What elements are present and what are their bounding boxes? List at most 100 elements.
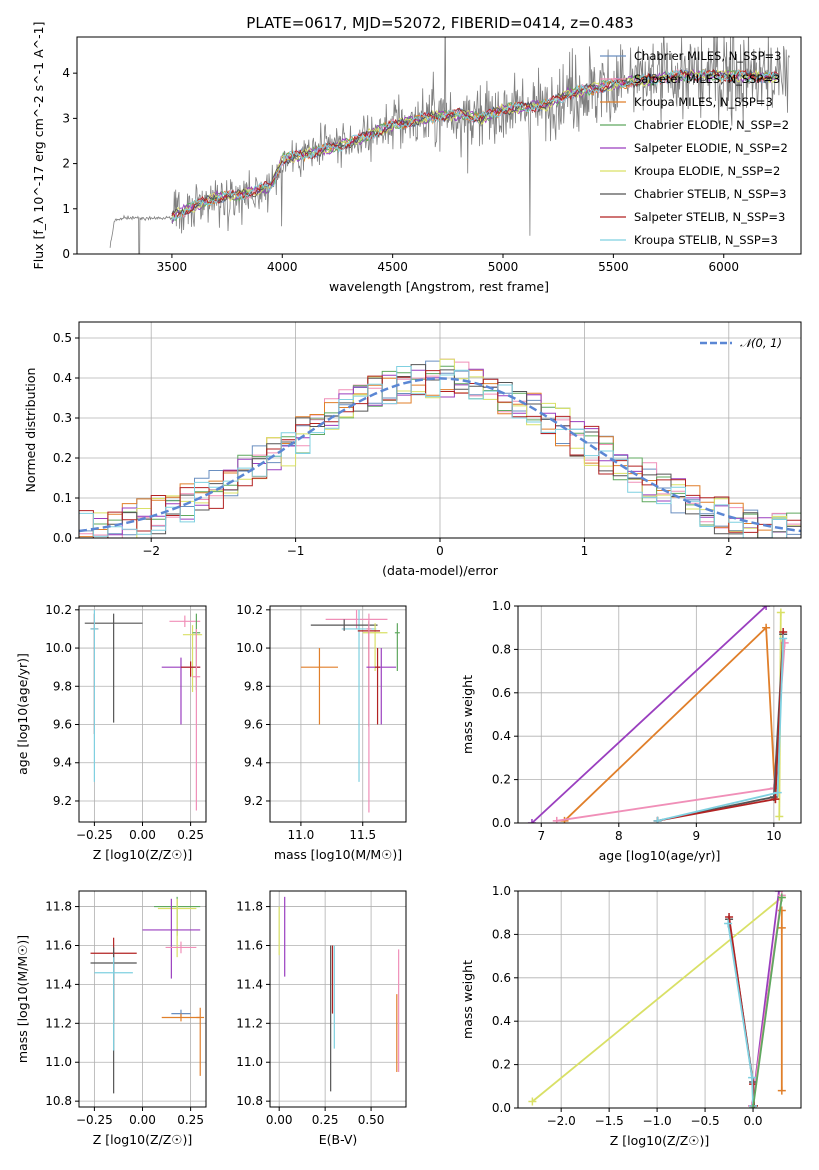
x-tick-label: −1.0 <box>643 1114 672 1128</box>
weight-marker <box>777 923 786 932</box>
y-tick-label: 2 <box>62 157 70 171</box>
weight-marker <box>779 634 788 643</box>
y-tick-label: 11.8 <box>236 900 263 914</box>
weight-marker <box>653 816 662 823</box>
legend-label: Chabrier ELODIE, N_SSP=2 <box>634 118 789 132</box>
y-tick-label: 11.0 <box>236 1055 263 1069</box>
y-axis-label: mass weight <box>460 675 475 754</box>
weight-marker <box>774 891 783 895</box>
y-tick-label: 0.6 <box>492 686 511 700</box>
y-tick-label: 1.0 <box>492 599 511 613</box>
x-tick-label: 5000 <box>488 260 519 274</box>
x-tick-label: 0.25 <box>177 1113 204 1127</box>
weight-series-line <box>531 606 767 823</box>
y-tick-label: 0.6 <box>492 971 511 985</box>
y-tick-label: 0.8 <box>492 927 511 941</box>
y-tick-label: 0 <box>62 247 70 261</box>
legend: Chabrier MILES, N_SSP=3 Salpeter MILES, N… <box>600 49 789 247</box>
x-tick-label: 0.25 <box>177 828 204 842</box>
x-tick-label: 0.0 <box>743 1114 762 1128</box>
y-tick-label: 10.2 <box>45 603 72 617</box>
x-tick-label: −1 <box>287 544 305 558</box>
x-tick-label: 6000 <box>708 260 739 274</box>
y-tick-label: 11.6 <box>45 938 72 952</box>
x-tick-label: 9 <box>693 829 701 843</box>
y-tick-label: 10.2 <box>236 603 263 617</box>
weight-series-line <box>727 923 754 1106</box>
y-tick-label: 11.6 <box>236 938 263 952</box>
x-tick-label: 4000 <box>267 260 298 274</box>
x-tick-label: 4500 <box>377 260 408 274</box>
weight-vs-metallicity-panel: −2.0 −1.5 −1.0 −0.5 0.0 0.0 0.2 0.4 0.6 0.8 1.0 Z [… <box>460 884 802 1148</box>
y-axis-label: Normed distribution <box>23 368 38 493</box>
mass-vs-extinction-panel: 0.00 0.25 0.50 10.8 11.0 11.2 11.4 11.6 11.8 E(B-… <box>236 890 407 1147</box>
y-tick-label: 0.5 <box>53 331 72 345</box>
weight-marker <box>773 788 782 797</box>
y-tick-label: 0.4 <box>492 1014 511 1028</box>
y-tick-label: 0.4 <box>53 371 72 385</box>
x-tick-label: 11.5 <box>349 828 376 842</box>
weight-marker <box>762 606 771 610</box>
axes-frame <box>517 890 802 1109</box>
y-tick-label: 9.2 <box>53 794 72 808</box>
mass-vs-metallicity-panel: −0.25 0.00 0.25 10.8 11.0 11.2 11.4 11.6 11.8 Z [… <box>15 890 207 1147</box>
x-tick-label: −0.25 <box>76 1113 113 1127</box>
legend-label: Salpeter STELIB, N_SSP=3 <box>634 210 785 224</box>
x-axis-label: E(B-V) <box>319 1132 358 1147</box>
legend-label: Kroupa ELODIE, N_SSP=2 <box>634 164 780 178</box>
weight-marker <box>777 1086 786 1095</box>
axes-frame <box>269 890 407 1108</box>
y-tick-label: 10.8 <box>45 1094 72 1108</box>
x-tick-label: 0 <box>436 544 444 558</box>
x-tick-label: −1.5 <box>595 1114 624 1128</box>
weight-series-line <box>563 625 777 822</box>
y-tick-label: 0.0 <box>492 1101 511 1115</box>
legend-label: Kroupa MILES, N_SSP=3 <box>634 95 773 109</box>
y-tick-label: 10.0 <box>236 641 263 655</box>
plot-area <box>528 891 786 1108</box>
legend-label: Kroupa STELIB, N_SSP=3 <box>634 233 778 247</box>
y-tick-label: 9.6 <box>244 718 263 732</box>
x-axis-label: age [log10(age/yr)] <box>599 848 721 863</box>
plot-area <box>84 609 203 811</box>
weight-series-line <box>657 634 785 822</box>
y-axis-label: mass weight <box>460 960 475 1039</box>
y-tick-label: 10.8 <box>236 1094 263 1108</box>
plot-area <box>90 896 205 1094</box>
x-axis-label: (data-model)/error <box>382 563 499 578</box>
weight-series-line <box>657 638 785 822</box>
age-vs-metallicity-panel: −0.25 0.00 0.25 9.2 9.4 9.6 9.8 10.0 10.2 Z [log1… <box>15 603 207 862</box>
legend-label: Salpeter ELODIE, N_SSP=2 <box>634 141 788 155</box>
model-series-line <box>171 69 779 221</box>
weight-marker <box>749 1104 758 1108</box>
y-tick-label: 10.0 <box>45 641 72 655</box>
legend-label: 𝒩(0, 1) <box>740 336 782 350</box>
legend: 𝒩(0, 1) <box>700 336 782 350</box>
weight-marker <box>724 919 733 928</box>
y-tick-label: 0.0 <box>53 531 72 545</box>
weight-marker <box>775 812 784 821</box>
age-vs-mass-panel: 11.0 11.5 9.2 9.4 9.6 9.8 10.0 10.2 mass [log10(… <box>236 603 407 862</box>
y-tick-label: 9.6 <box>53 718 72 732</box>
y-tick-label: 0.0 <box>492 816 511 830</box>
x-tick-label: 11.0 <box>288 828 315 842</box>
y-tick-label: 4 <box>62 66 70 80</box>
residuals-panel: −2 −1 0 1 2 0.0 0.1 0.2 0.3 0.4 0.5 (data-model)/er… <box>23 321 802 578</box>
y-axis-label: Flux [f_λ 10^-17 erg cm^-2 s^-1 A^-1] <box>31 22 46 270</box>
plot-area <box>527 606 789 823</box>
x-tick-label: 0.25 <box>312 1113 339 1127</box>
x-tick-label: −2.0 <box>547 1114 576 1128</box>
weight-marker <box>762 623 771 632</box>
y-axis-label: mass [log10(M/M☉)] <box>15 935 30 1063</box>
legend-label: Salpeter MILES, N_SSP=3 <box>634 72 780 86</box>
weight-series-line <box>657 631 785 822</box>
residual-histogram <box>79 366 801 538</box>
y-tick-label: 11.8 <box>45 900 72 914</box>
y-tick-label: 11.4 <box>236 977 263 991</box>
legend-label: Chabrier MILES, N_SSP=3 <box>634 49 781 63</box>
weight-marker <box>552 816 561 823</box>
y-tick-label: 9.8 <box>53 679 72 693</box>
x-axis-label: Z [log10(Z/Z☉)] <box>93 847 193 862</box>
weight-marker <box>748 1073 757 1082</box>
